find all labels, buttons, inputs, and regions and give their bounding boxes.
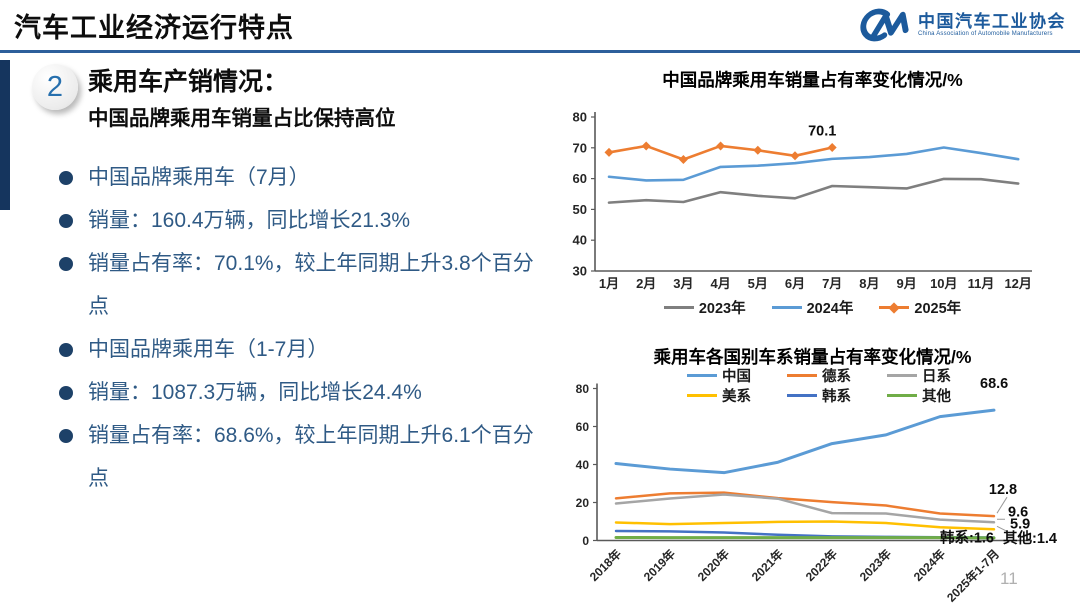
svg-text:2025年1-7月: 2025年1-7月 [943,546,1002,605]
svg-text:5.9: 5.9 [1010,516,1030,532]
page-title: 汽车工业经济运行特点 [14,13,294,43]
svg-text:2024年: 2024年 [910,546,948,584]
legend-label: 日系 [922,369,951,385]
legend-item-中国: 中国 [687,366,787,385]
legend-label: 中国 [722,369,751,385]
svg-text:50: 50 [573,202,587,217]
legend-line-swatch [887,391,917,401]
legend-label: 2024年 [806,301,854,317]
svg-text:9月: 9月 [896,276,916,291]
svg-text:1月: 1月 [599,276,619,291]
svg-text:68.6: 68.6 [980,376,1008,392]
svg-text:2019年: 2019年 [640,546,678,584]
section-number-badge: 2 [32,64,78,110]
caam-logo-icon [852,5,910,45]
left-accent-bar [0,60,10,210]
svg-text:12月: 12月 [1004,276,1031,291]
legend-item-美系: 美系 [687,386,787,405]
bullet-group-july: 中国品牌乘用车（7月） 销量：160.4万辆，同比增长21.3% 销量占有率：7… [58,156,540,328]
legend-line-swatch [771,303,802,313]
svg-text:2022年: 2022年 [802,546,840,584]
bullet-lists: 中国品牌乘用车（7月） 销量：160.4万辆，同比增长21.3% 销量占有率：7… [58,156,540,500]
legend-item-日系: 日系 [887,366,987,385]
section-heading: 乘用车产销情况： [88,68,289,96]
legend-line-swatch [787,391,817,401]
svg-text:70.1: 70.1 [808,123,836,139]
svg-text:70: 70 [573,140,587,155]
bullet-group-jan-july: 中国品牌乘用车（1-7月） 销量：1087.3万辆，同比增长24.4% 销量占有… [58,328,540,500]
bullet-item: 销量占有率：70.1%，较上年同期上升3.8个百分点 [58,242,540,328]
svg-text:11月: 11月 [968,276,995,291]
svg-text:2021年: 2021年 [748,546,786,584]
svg-text:80: 80 [576,382,590,396]
svg-text:40: 40 [573,233,587,248]
legend-item-其他: 其他 [887,386,987,405]
legend-item-2025年: 2025年 [879,298,961,317]
legend-line-swatch [687,391,717,401]
bullet-item: 销量：1087.3万辆，同比增长24.4% [58,371,540,414]
svg-text:80: 80 [573,110,587,125]
svg-text:8月: 8月 [859,276,879,291]
chart-country-series-share: 乘用车各国别车系销量占有率变化情况/% 中国 德系 日系美系 韩系 其他 0 20 40 60… [545,338,1080,608]
svg-text:2023年: 2023年 [856,546,894,584]
header-divider [0,50,1080,53]
svg-text:40: 40 [576,458,590,472]
chart1-plot: 30 40 50 60 70 80 1月 2月 3月 4月 5月 6月 7月 8月 9月 10月 11月 12月 7… [573,110,1032,291]
svg-text:其他:1.4: 其他:1.4 [1003,529,1057,547]
chart2-title: 乘用车各国别车系销量占有率变化情况/% [653,347,972,367]
legend-label: 其他 [922,389,951,405]
legend-line-swatch [887,371,917,381]
svg-text:60: 60 [573,171,587,186]
bullet-item: 销量：160.4万辆，同比增长21.3% [58,199,540,242]
svg-text:5月: 5月 [748,276,768,291]
legend-label: 德系 [822,369,851,385]
legend-item-韩系: 韩系 [787,386,887,405]
chart1-title: 中国品牌乘用车销量占有率变化情况/% [662,70,963,90]
chart-brand-share-monthly: 中国品牌乘用车销量占有率变化情况/% 30 40 50 60 70 80 1月 2月 3月 4月 5… [545,58,1080,317]
svg-text:20: 20 [576,496,590,510]
svg-text:6月: 6月 [785,276,805,291]
svg-text:10月: 10月 [930,276,957,291]
legend-line-swatch [687,371,717,381]
svg-text:2月: 2月 [636,276,656,291]
legend-label: 美系 [722,389,751,405]
bullet-item: 中国品牌乘用车（1-7月） [58,328,540,371]
legend-label: 2023年 [698,301,746,317]
svg-text:30: 30 [573,264,587,279]
svg-text:0: 0 [582,534,589,548]
svg-text:60: 60 [576,420,590,434]
svg-text:2018年: 2018年 [586,546,624,584]
bullet-item: 中国品牌乘用车（7月） [58,156,540,199]
legend-line-swatch [879,301,910,314]
page-number: 11 [1000,569,1018,588]
legend-item-2024年: 2024年 [771,298,854,317]
org-name-en: China Association of Automobile Manufact… [918,31,1053,38]
svg-text:4月: 4月 [710,276,730,291]
legend-item-2023年: 2023年 [663,298,746,317]
svg-text:7月: 7月 [822,276,842,291]
chart1-legend: 2023年 2024年 2025年 [545,298,1080,317]
svg-text:3月: 3月 [673,276,693,291]
chart2-legend: 中国 德系 日系美系 韩系 其他 [687,366,987,405]
legend-line-swatch [663,303,694,313]
chart2-plot: 0 20 40 60 80 2018年 2019年 2020年 2021年 2022年 2023年 2… [576,376,1057,605]
svg-text:2020年: 2020年 [694,546,732,584]
svg-text:9.6: 9.6 [1008,504,1028,520]
svg-text:12.8: 12.8 [989,482,1017,498]
legend-item-德系: 德系 [787,366,887,385]
section-subheading: 中国品牌乘用车销量占比保持高位 [88,107,396,130]
bullet-item: 销量占有率：68.6%，较上年同期上升6.1个百分点 [58,414,540,500]
legend-label: 韩系 [822,389,851,405]
legend-label: 2025年 [914,301,962,317]
caam-logo: 中国汽车工业协会 China Association of Automobile… [852,5,1066,45]
org-name-cn: 中国汽车工业协会 [918,11,1066,31]
legend-line-swatch [787,371,817,381]
svg-text:韩系:1.6: 韩系:1.6 [940,528,994,546]
